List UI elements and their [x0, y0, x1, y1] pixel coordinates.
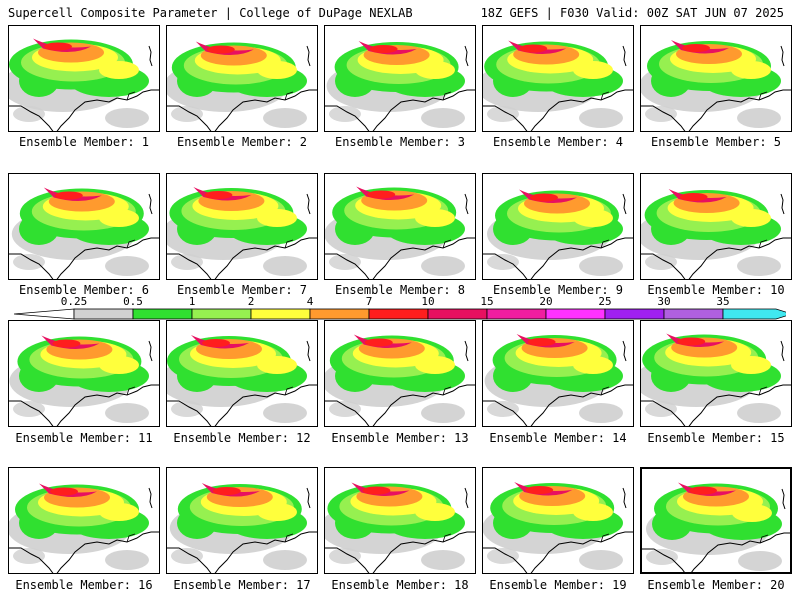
ensemble-member-map[interactable] [8, 467, 160, 574]
ensemble-member-label: Ensemble Member: 17 [173, 578, 311, 592]
map-title: Supercell Composite Parameter | College … [8, 6, 413, 20]
colorbar-segment [545, 308, 606, 320]
colorbar-tick-label: 10 [421, 295, 435, 308]
ensemble-member-map[interactable] [324, 320, 476, 427]
scp-field-map [325, 41, 475, 131]
colorbar-tick-label: 15 [480, 295, 494, 308]
scp-field-map [9, 187, 159, 279]
colorbar-segment [663, 308, 724, 320]
ensemble-member-map[interactable] [166, 173, 318, 280]
scp-field-map [167, 187, 317, 279]
colorbar-tick-label: 30 [657, 295, 671, 308]
ensemble-member-label: Ensemble Member: 1 [18, 135, 150, 149]
ensemble-member-map[interactable] [482, 173, 634, 280]
colorbar-tick-label: 2 [247, 295, 255, 308]
ensemble-member-label: Ensemble Member: 13 [331, 431, 469, 445]
ensemble-member-label: Ensemble Member: 14 [489, 431, 627, 445]
scp-field-map [325, 186, 475, 279]
colorbar-tick-label: 20 [539, 295, 553, 308]
ensemble-member-map[interactable] [8, 25, 160, 132]
scp-field-map [9, 335, 159, 426]
ensemble-member-label: Ensemble Member: 20 [647, 578, 785, 592]
ensemble-member-map[interactable] [166, 320, 318, 427]
colorbar-tick-label: 0.5 [123, 295, 143, 308]
colorbar-segment [132, 308, 193, 320]
color-scale-bar [14, 308, 786, 320]
ensemble-member-label: Ensemble Member: 18 [331, 578, 469, 592]
colorbar-tick-label: 4 [306, 295, 314, 308]
ensemble-member-label: Ensemble Member: 11 [15, 431, 153, 445]
ensemble-member-map[interactable] [640, 467, 792, 574]
scp-field-map [483, 482, 633, 573]
colorbar-segment [73, 308, 134, 320]
ensemble-member-map[interactable] [640, 320, 792, 427]
scp-field-map [483, 334, 633, 426]
colorbar-tick-label: 25 [598, 295, 612, 308]
ensemble-member-label: Ensemble Member: 4 [492, 135, 624, 149]
scp-field-map [641, 333, 791, 426]
scp-field-map [641, 189, 791, 279]
colorbar-tick-label: 1 [188, 295, 196, 308]
colorbar-segment [368, 308, 429, 320]
ensemble-member-map[interactable] [324, 173, 476, 280]
ensemble-member-map[interactable] [640, 173, 792, 280]
ensemble-member-map[interactable] [640, 25, 792, 132]
scp-field-map [9, 38, 159, 131]
ensemble-member-label: Ensemble Member: 19 [489, 578, 627, 592]
scp-field-map [167, 335, 317, 426]
ensemble-member-map[interactable] [482, 320, 634, 427]
scp-field-map [483, 189, 633, 279]
ensemble-member-map[interactable] [8, 173, 160, 280]
scp-field-map [9, 483, 159, 573]
ensemble-member-label: Ensemble Member: 6 [18, 283, 150, 297]
scp-field-map [642, 482, 790, 572]
colorbar-segment [722, 308, 786, 320]
ensemble-member-label: Ensemble Member: 10 [647, 283, 785, 297]
ensemble-member-label: Ensemble Member: 16 [15, 578, 153, 592]
ensemble-member-label: Ensemble Member: 7 [176, 283, 308, 297]
colorbar-segment [191, 308, 252, 320]
colorbar-segment [486, 308, 547, 320]
ensemble-member-map[interactable] [482, 467, 634, 574]
ensemble-member-label: Ensemble Member: 12 [173, 431, 311, 445]
colorbar-tick-label: 35 [716, 295, 730, 308]
ensemble-member-label: Ensemble Member: 8 [334, 283, 466, 297]
scp-field-map [641, 40, 791, 131]
ensemble-member-label: Ensemble Member: 9 [492, 283, 624, 297]
ensemble-member-map[interactable] [324, 25, 476, 132]
ensemble-member-label: Ensemble Member: 5 [650, 135, 782, 149]
scp-field-map [167, 41, 317, 131]
colorbar-segment [309, 308, 370, 320]
ensemble-member-map[interactable] [324, 467, 476, 574]
scp-field-map [167, 483, 317, 573]
scp-field-map [325, 482, 475, 573]
ensemble-member-label: Ensemble Member: 2 [176, 135, 308, 149]
colorbar-segment [427, 308, 488, 320]
ensemble-member-map[interactable] [8, 320, 160, 427]
ensemble-member-map[interactable] [166, 25, 318, 132]
ensemble-member-map[interactable] [482, 25, 634, 132]
colorbar-segment [250, 308, 311, 320]
ensemble-member-label: Ensemble Member: 15 [647, 431, 785, 445]
colorbar-tick-label: 7 [365, 295, 373, 308]
ensemble-member-map[interactable] [166, 467, 318, 574]
scp-field-map [325, 334, 475, 426]
colorbar-tick-label: 0.25 [60, 295, 88, 308]
model-valid-time: 18Z GEFS | F030 Valid: 00Z SAT JUN 07 20… [480, 6, 784, 20]
scp-field-map [483, 40, 633, 131]
ensemble-member-label: Ensemble Member: 3 [334, 135, 466, 149]
colorbar-segment [604, 308, 665, 320]
colorbar-min-arrow [14, 308, 75, 320]
